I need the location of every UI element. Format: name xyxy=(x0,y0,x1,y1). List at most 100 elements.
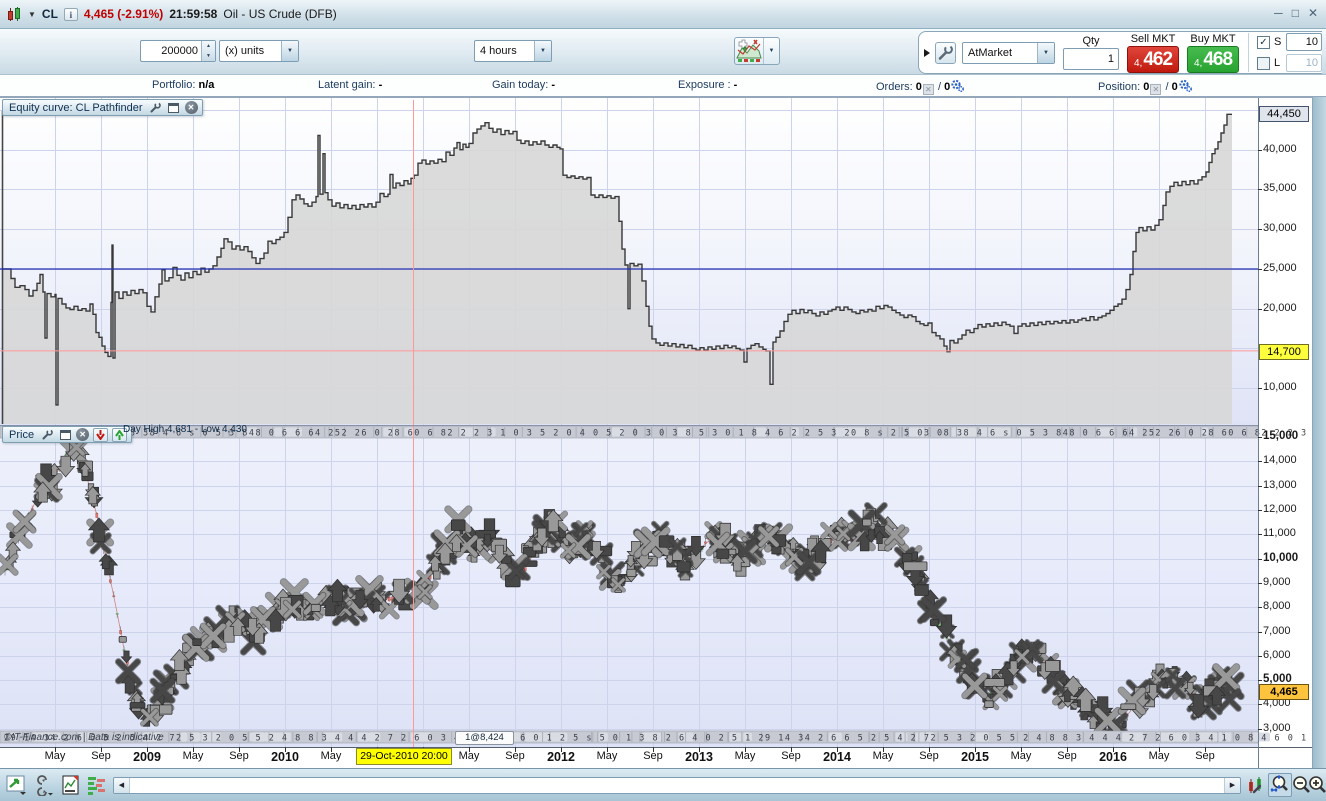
svg-text:5 3 20 8 s 2 5 03 08 38 4 6 s: 5 3 20 8 s 2 5 03 08 38 4 6 s 0 5 3 848 … xyxy=(4,429,1326,439)
buy-mkt-label: Buy MKT xyxy=(1190,32,1236,45)
quantity-spin-arrows[interactable]: ▲ ▼ xyxy=(201,41,215,61)
xaxis-label-sep: Sep xyxy=(505,750,525,762)
close-icon[interactable]: ✕ xyxy=(1307,6,1318,20)
bottom-taskbar: ◀ ▶ xyxy=(0,768,1326,801)
qty-input[interactable]: 1 xyxy=(1063,48,1119,70)
units-select[interactable]: (x) units ▼ xyxy=(219,40,299,62)
sell-price-main: 462 xyxy=(1143,48,1173,70)
watermark: ©IT-Finance.com | Data is indicative xyxy=(4,732,164,743)
sell-mkt-label: Sell MKT xyxy=(1130,32,1176,45)
limit-row: ✓ L 10 xyxy=(1257,54,1322,72)
instrument-dropdown-caret[interactable]: ▼ xyxy=(28,9,36,19)
price-settings-wrench-icon[interactable] xyxy=(40,428,54,441)
chart-canvas[interactable]: 5 3 20 8 s 2 5 03 08 38 4 6 s 0 5 3 848 … xyxy=(0,97,1326,768)
scroll-right-icon[interactable]: ▶ xyxy=(1224,778,1240,793)
order-entry-panel: AtMarket ▼ Qty 1 Sell MKT 4, 462 Buy MKT … xyxy=(918,31,1322,74)
link-charts-icon[interactable] xyxy=(34,775,56,797)
buy-group: Buy MKT 4, 468 xyxy=(1187,33,1239,73)
xaxis-label-2016: 2016 xyxy=(1099,750,1127,764)
trade-annotation-tag[interactable]: 1@8,424 xyxy=(455,731,514,745)
sell-arrow-button[interactable] xyxy=(93,427,109,442)
quantity-value[interactable]: 200000 xyxy=(161,45,198,57)
scroll-left-icon[interactable]: ◀ xyxy=(114,778,130,793)
limit-value-input[interactable]: 10 xyxy=(1286,54,1322,72)
price-axis-label: 13,000 xyxy=(1263,478,1297,491)
order-type-value: AtMarket xyxy=(968,46,1013,59)
xaxis-label-may: May xyxy=(320,750,342,762)
chart-horizontal-scrollbar[interactable]: ◀ ▶ xyxy=(113,777,1241,794)
exposure-status: Exposure : - xyxy=(678,79,738,91)
order-settings-wrench-button[interactable] xyxy=(935,41,956,64)
equity-crosshair-value-box: 14,700 xyxy=(1259,344,1309,360)
price-axis-label: 8,000 xyxy=(1263,600,1291,613)
zoom-pan-tool-icon[interactable] xyxy=(1268,773,1292,797)
last-price-box: 4,465 xyxy=(1259,684,1309,700)
panel-collapse-icon[interactable] xyxy=(924,48,930,57)
xaxis-label-may: May xyxy=(182,750,204,762)
trade-markers-layer xyxy=(0,437,1245,737)
report-document-icon[interactable] xyxy=(61,775,83,796)
sell-price-prefix: 4, xyxy=(1133,57,1143,69)
order-type-dropdown-icon[interactable]: ▼ xyxy=(1037,42,1054,63)
equity-close-icon[interactable]: ✕ xyxy=(184,101,198,114)
buy-arrow-button[interactable] xyxy=(112,427,128,442)
price-axis-label: 14,000 xyxy=(1263,454,1297,467)
minimize-icon[interactable]: ─ xyxy=(1274,6,1283,20)
window-controls: ─ □ ✕ xyxy=(1274,6,1318,20)
sell-market-button[interactable]: 4, 462 xyxy=(1127,45,1179,73)
xaxis-label-sep: Sep xyxy=(91,750,111,762)
equity-axis-label: 25,000 xyxy=(1263,261,1297,274)
market-depth-icon[interactable] xyxy=(86,775,108,796)
stop-checkbox[interactable]: ✓ xyxy=(1257,35,1270,49)
chart-type-dropdown-icon[interactable]: ▼ xyxy=(768,48,775,54)
price-detach-window-icon[interactable] xyxy=(58,428,72,441)
equity-axis-label: 10,000 xyxy=(1263,381,1297,394)
timeframe-select[interactable]: 4 hours ▼ xyxy=(474,40,552,62)
xaxis-label-2012: 2012 xyxy=(547,750,575,764)
timeframe-dropdown-icon[interactable]: ▼ xyxy=(534,41,551,61)
info-icon[interactable]: i xyxy=(63,7,78,21)
spin-down-icon[interactable]: ▼ xyxy=(206,53,211,59)
order-type-select[interactable]: AtMarket ▼ xyxy=(962,41,1055,64)
export-chart-icon[interactable] xyxy=(6,775,28,796)
equity-settings-wrench-icon[interactable] xyxy=(149,101,163,114)
stop-value-input[interactable]: 10 xyxy=(1286,33,1322,51)
orders-status: Orders: 0 ✕ / 0 xyxy=(876,79,965,95)
equity-axis-label: 20,000 xyxy=(1263,301,1297,314)
chart-type-button[interactable]: ▼ xyxy=(734,37,780,65)
orders-cancel-icon[interactable]: ✕ xyxy=(922,84,934,95)
qty-group: Qty 1 xyxy=(1063,35,1119,70)
spin-up-icon[interactable]: ▲ xyxy=(206,43,211,49)
quantity-stepper[interactable]: 200000 ▲ ▼ xyxy=(140,40,216,62)
account-status-bar: Portfolio: n/a Latent gain: - Gain today… xyxy=(0,75,1326,97)
limit-checkbox[interactable]: ✓ xyxy=(1257,56,1270,70)
xaxis-label-sep: Sep xyxy=(643,750,663,762)
equity-detach-window-icon[interactable] xyxy=(167,101,181,114)
xaxis-label-2015: 2015 xyxy=(961,750,989,764)
equity-panel-header[interactable]: Equity curve: CL Pathfinder ✕ xyxy=(2,99,203,116)
units-dropdown-icon[interactable]: ▼ xyxy=(281,41,298,61)
buy-market-button[interactable]: 4, 468 xyxy=(1187,45,1239,73)
position-gear-icon[interactable] xyxy=(1178,79,1192,93)
price-axis-label: 7,000 xyxy=(1263,624,1291,637)
xaxis-label-may: May xyxy=(596,750,618,762)
price-close-icon[interactable]: ✕ xyxy=(76,428,90,441)
zoom-in-icon[interactable] xyxy=(1306,773,1326,797)
price-axis-label: 12,000 xyxy=(1263,503,1297,515)
price-axis-label: 15,000 xyxy=(1263,430,1299,443)
maximize-icon[interactable]: □ xyxy=(1291,6,1299,20)
xaxis-label-may: May xyxy=(1148,750,1170,762)
chart-tools-icon[interactable] xyxy=(1246,776,1268,797)
zoom-out-icon[interactable] xyxy=(1290,773,1314,797)
latent-gain-status: Latent gain: - xyxy=(318,79,383,91)
orders-gear-icon[interactable] xyxy=(950,79,965,93)
price-panel-header[interactable]: Price ✕ xyxy=(2,426,133,443)
xaxis-label-sep: Sep xyxy=(919,750,939,762)
ticker-symbol: CL xyxy=(41,7,58,21)
price-axis-label: 5,000 xyxy=(1263,673,1292,686)
limit-label: L xyxy=(1274,57,1281,69)
price-axis-label: 3,000 xyxy=(1263,721,1291,734)
stop-limit-block: ✓ S 10 ✓ L 10 xyxy=(1248,33,1322,72)
position-status: Position: 0 ✕ / 0 xyxy=(1098,79,1192,95)
position-close-icon[interactable]: ✕ xyxy=(1150,84,1162,95)
